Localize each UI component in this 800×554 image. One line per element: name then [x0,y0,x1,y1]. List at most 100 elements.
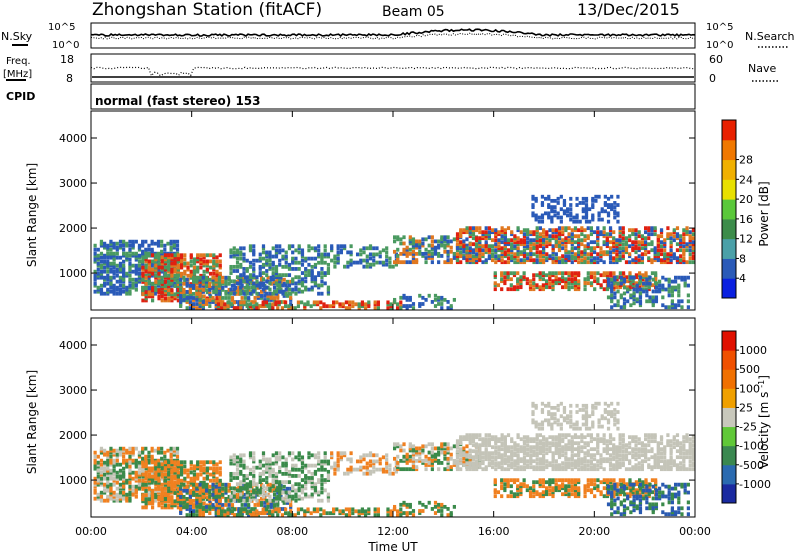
velocity-cell [212,466,216,471]
power-cell [175,275,180,280]
velocity-cell [418,448,422,453]
power-cell [669,248,673,253]
power-cell [330,248,334,253]
freq-tick-bottom: 8 [66,72,73,85]
power-cell [333,260,337,265]
power-cell [188,294,192,298]
power-cell [125,241,129,246]
power-cell [176,273,180,278]
velocity-cell [183,460,187,465]
power-cell [638,299,643,304]
velocity-cell [375,467,379,472]
velocity-cell [259,484,264,489]
velocity-cell [170,482,174,487]
power-cell [227,292,231,296]
power-cell [195,306,199,310]
power-cell [316,300,320,305]
velocity-cell [224,482,228,487]
velocity-cell [163,466,168,471]
power-cell [494,232,498,237]
power-cell [551,281,555,286]
power-cell [557,246,562,251]
power-cell [599,285,603,290]
power-cell [141,265,145,270]
power-cell [691,254,696,259]
velocity-cell [294,474,298,478]
power-cell [179,273,184,278]
power-cell [287,246,292,251]
velocity-cell [112,460,116,465]
power-cell [608,254,613,259]
power-cell [307,271,311,275]
velocity-cell [112,462,116,467]
velocity-cell [160,464,164,469]
velocity-cell [313,469,318,474]
power-cell [503,230,507,235]
velocity-cell [253,513,257,517]
power-cell [538,240,542,245]
power-cell [437,297,441,302]
power-cell [408,251,412,256]
velocity-cell [312,509,317,514]
power-cell [163,298,168,303]
power-cell [144,263,148,268]
power-cell [154,255,158,260]
power-cell [167,296,171,301]
power-cell [115,247,119,252]
velocity-cell [109,496,113,501]
velocity-cell [198,511,202,515]
velocity-cell [109,474,113,479]
power-cell [503,246,507,251]
power-cell [506,287,510,292]
power-cell [593,271,597,276]
velocity-cell [274,457,279,462]
velocity-cell [163,476,167,481]
power-cell [622,303,627,308]
power-cell [250,300,254,304]
velocity-cell [316,509,320,514]
power-cell [141,259,145,264]
power-cell [494,260,498,265]
velocity-cell [443,456,447,461]
velocity-cell [183,478,187,483]
power-cell [332,302,336,307]
velocity-cell [202,470,206,475]
power-cell [682,250,686,255]
power-cell [606,277,611,282]
velocity-cell [212,468,216,473]
power-cell [554,228,558,233]
power-cell [548,277,552,282]
velocity-cell [346,457,350,462]
power-cell [294,281,298,286]
velocity-cell [128,472,132,477]
power-cell [93,247,97,252]
power-cell [468,251,472,256]
power-cell [567,258,571,263]
velocity-cell [281,471,285,476]
power-cell [424,251,428,256]
power-cell [109,277,113,282]
velocity-cell [128,474,132,479]
power-cell [516,258,520,263]
power-cell [243,296,247,300]
power-cell [112,269,116,274]
power-cell [236,306,240,310]
velocity-cell [490,461,495,466]
velocity-cell [258,480,262,485]
power-cell [592,250,597,255]
velocity-cell [153,466,157,471]
velocity-cell [211,486,215,491]
velocity-cell [284,490,288,495]
velocity-cell [335,507,339,512]
power-cell [577,246,581,251]
velocity-cell [307,478,311,482]
power-cell [201,289,205,294]
power-cell [109,261,113,266]
velocity-cell [137,470,142,475]
power-cell [584,219,589,224]
velocity-cell [265,459,269,464]
power-cell [248,279,253,284]
power-cell [669,244,673,249]
beam-label: Beam 05 [382,4,445,20]
power-cell [494,234,498,239]
